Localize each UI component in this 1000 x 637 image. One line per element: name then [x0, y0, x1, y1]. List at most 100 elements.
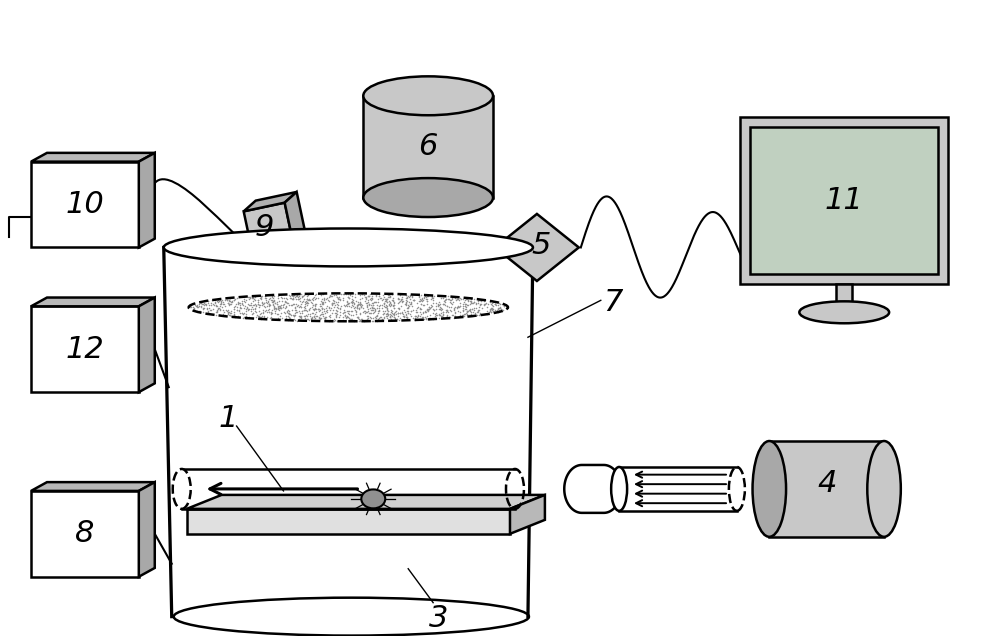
Point	[234, 308, 250, 318]
Point	[415, 300, 431, 310]
Point	[254, 311, 270, 321]
Point	[196, 300, 212, 310]
Point	[371, 304, 387, 315]
Point	[278, 293, 294, 303]
Point	[308, 292, 324, 303]
Point	[442, 296, 458, 306]
Point	[489, 306, 505, 317]
Point	[260, 296, 276, 306]
Point	[388, 309, 404, 319]
Point	[430, 299, 446, 309]
Point	[392, 289, 408, 299]
Point	[359, 302, 375, 312]
Point	[244, 292, 260, 302]
Point	[318, 306, 334, 316]
Point	[472, 300, 488, 310]
Point	[465, 298, 481, 308]
Text: 4: 4	[817, 469, 836, 498]
Point	[185, 301, 201, 311]
Point	[298, 296, 314, 306]
Point	[398, 290, 414, 301]
Point	[394, 294, 410, 304]
Point	[242, 300, 258, 310]
Point	[458, 301, 474, 311]
Point	[275, 299, 291, 310]
Point	[460, 301, 476, 311]
Point	[300, 314, 316, 324]
Point	[213, 298, 229, 308]
Point	[215, 299, 231, 309]
Point	[266, 296, 282, 306]
Point	[450, 294, 466, 304]
Point	[359, 311, 375, 321]
Point	[226, 306, 242, 317]
Point	[379, 297, 395, 307]
Point	[447, 302, 463, 312]
Point	[271, 305, 287, 315]
Point	[386, 309, 402, 319]
Text: 11: 11	[825, 186, 864, 215]
Point	[228, 298, 244, 308]
Point	[320, 295, 336, 305]
Point	[305, 292, 321, 303]
Point	[187, 300, 203, 310]
Point	[290, 294, 306, 304]
Point	[425, 295, 441, 305]
Point	[211, 296, 227, 306]
Point	[344, 291, 360, 301]
Point	[484, 301, 500, 311]
Point	[241, 312, 257, 322]
Point	[234, 298, 250, 308]
Point	[199, 303, 215, 313]
Point	[438, 305, 454, 315]
Point	[358, 294, 374, 304]
Point	[322, 310, 338, 320]
Point	[259, 306, 275, 317]
Point	[256, 311, 272, 322]
Point	[311, 306, 327, 316]
Point	[433, 293, 449, 303]
Point	[419, 303, 435, 313]
Point	[443, 298, 459, 308]
Point	[400, 301, 416, 311]
Point	[281, 312, 297, 322]
Point	[251, 306, 267, 316]
Point	[419, 296, 435, 306]
Point	[238, 309, 254, 319]
Point	[472, 309, 488, 319]
Point	[421, 304, 437, 315]
Point	[335, 312, 351, 322]
Point	[463, 308, 479, 318]
Point	[250, 296, 266, 306]
Point	[399, 313, 415, 324]
Point	[496, 301, 512, 311]
Point	[432, 310, 448, 320]
Point	[367, 305, 383, 315]
Point	[341, 301, 357, 311]
Point	[248, 300, 264, 310]
Point	[221, 295, 237, 305]
Point	[471, 295, 487, 305]
Point	[267, 297, 283, 308]
Point	[281, 309, 297, 319]
Point	[466, 297, 482, 307]
Point	[308, 311, 324, 321]
Point	[238, 312, 254, 322]
Point	[383, 314, 399, 324]
Point	[271, 296, 287, 306]
Point	[281, 308, 297, 318]
Point	[272, 311, 288, 322]
Point	[215, 309, 231, 319]
Point	[474, 295, 490, 305]
Point	[293, 289, 309, 299]
Point	[288, 294, 304, 304]
Point	[467, 308, 483, 318]
Point	[316, 295, 332, 305]
Point	[243, 306, 259, 316]
Point	[435, 312, 451, 322]
Point	[253, 308, 269, 318]
Point	[261, 306, 277, 317]
Point	[364, 303, 380, 313]
Point	[449, 294, 465, 304]
Point	[360, 290, 376, 301]
